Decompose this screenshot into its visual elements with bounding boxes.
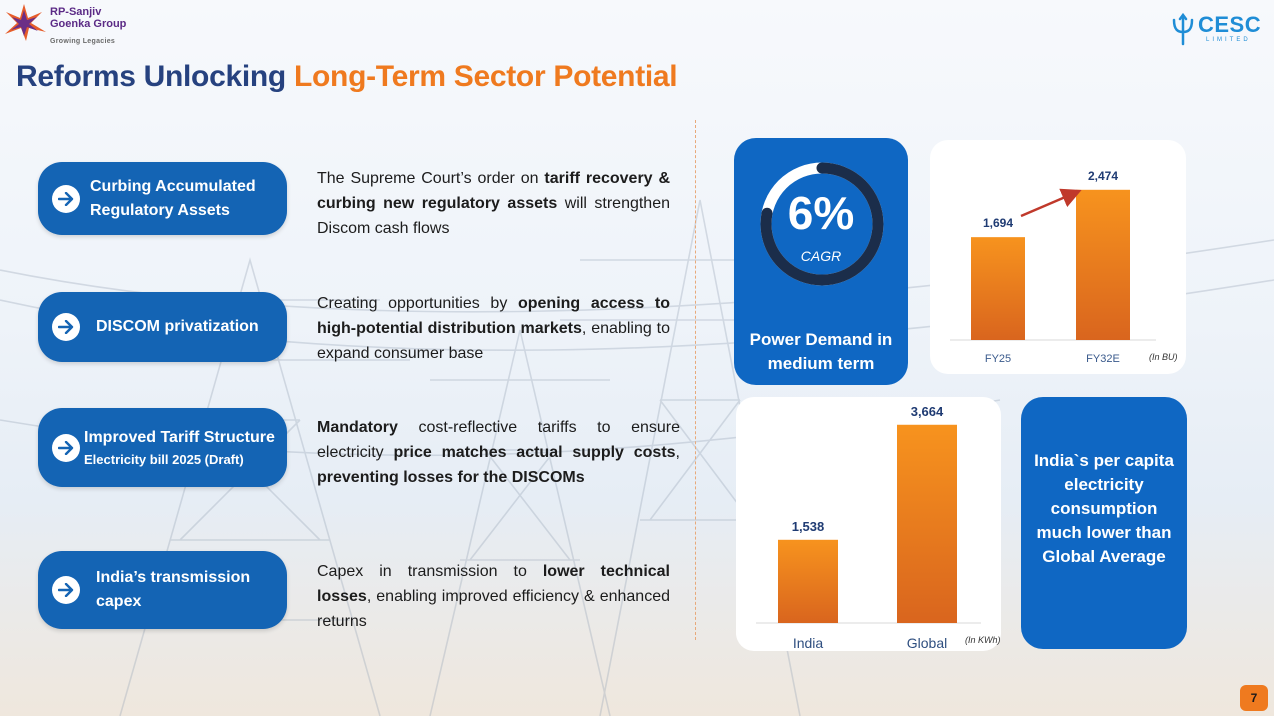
reform-description-transmission-capex: Capex in transmission to lower technical… — [317, 559, 670, 634]
company-suffix: LIMITED — [1206, 37, 1251, 43]
description-text: , — [675, 444, 680, 461]
cesc-logo: CESC LIMITED — [1170, 12, 1266, 48]
description-bold-text: Mandatory — [317, 419, 398, 436]
power-demand-chart-card: 1,694 FY25 2,474 FY32E (In BU) — [930, 140, 1186, 374]
description-text: cost-reflective tariffs to ensure electr… — [317, 419, 680, 461]
bar-fy25 — [971, 237, 1025, 340]
cagr-ring — [760, 162, 884, 286]
per-capita-bar-chart: 1,538 India 3,664 Global — [756, 404, 981, 651]
category-tick-label: Global — [907, 635, 947, 651]
bar-fy32e — [1076, 189, 1130, 340]
reform-pill-transmission-capex: India’s transmission capex — [38, 551, 287, 629]
reform-description-tariff-structure: Mandatory cost-reflective tariffs to ens… — [317, 415, 680, 490]
reform-label: Curbing Accumulated Regulatory Assets — [90, 177, 256, 219]
category-tick-label: India — [793, 635, 824, 651]
trident-icon — [1172, 12, 1194, 46]
description-bold-text: tariff recovery & curbing new regulatory… — [317, 170, 671, 212]
description-bold-text: price matches actual supply costs — [393, 444, 676, 461]
chart-unit-note: (In BU) — [1149, 352, 1178, 362]
description-bold-text: preventing losses for the DISCOMs — [317, 469, 585, 486]
description-text: Creating opportunities by — [317, 295, 518, 312]
arrow-right-icon — [52, 313, 80, 341]
reform-description-discom-privatization: Creating opportunities by opening access… — [317, 291, 670, 366]
per-capita-chart-card: 1,538 India 3,664 Global (In KWh) — [736, 397, 1001, 651]
description-bold-text: lower technical losses — [317, 563, 671, 605]
description-text: will strengthen Discom cash flows — [317, 195, 671, 237]
cagr-label: CAGR — [800, 248, 842, 264]
reform-label: DISCOM privatization — [96, 318, 259, 335]
reform-pill-regulatory-assets: Curbing Accumulated Regulatory Assets — [38, 162, 287, 235]
reform-label: India’s transmission capex — [96, 569, 251, 610]
group-name: RP-Sanjiv Goenka Group — [50, 6, 127, 30]
description-bold-text: opening access to high-potential distrib… — [317, 295, 671, 337]
power-demand-label: Power Demand in medium term — [749, 330, 893, 373]
page-number: 7 — [1240, 685, 1268, 711]
category-tick-label: FY25 — [985, 353, 1011, 365]
title-part-1: Reforms Unlocking — [16, 60, 286, 93]
description-text: The Supreme Court’s order on — [317, 170, 545, 187]
growth-arrow — [1020, 188, 1082, 218]
bar-value-label: 1,538 — [792, 519, 825, 534]
group-tagline: Growing Legacies — [50, 38, 116, 45]
page-title: Reforms Unlocking Long-Term Sector Poten… — [16, 60, 678, 94]
cagr-ring-fill — [760, 162, 884, 286]
bar-global — [897, 424, 957, 623]
power-demand-card: 6% CAGR Power Demand in medium term — [734, 138, 908, 385]
description-text: Capex in transmission to — [317, 563, 543, 580]
reform-description-regulatory-assets: The Supreme Court’s order on tariff reco… — [317, 166, 670, 241]
per-capita-note-card: India`s per capita electricity consumpti… — [1021, 397, 1187, 649]
dashed-divider — [695, 120, 696, 640]
reform-sublabel: Electricity bill 2025 (Draft) — [84, 451, 244, 467]
arrow-right-icon — [52, 433, 80, 462]
reform-pill-discom-privatization: DISCOM privatization — [38, 292, 287, 362]
arrow-right-icon — [52, 184, 80, 213]
chart-unit-note: (In KWh) — [965, 635, 1001, 645]
reform-pill-tariff-structure: Improved Tariff Structure Electricity bi… — [38, 408, 287, 487]
reform-label: Improved Tariff Structure — [84, 428, 275, 446]
power-demand-bar-chart: 1,694 FY25 2,474 FY32E — [950, 169, 1156, 365]
arrow-right-icon — [52, 576, 80, 604]
cagr-value: 6% — [787, 187, 855, 239]
group-star-icon — [5, 4, 46, 41]
bar-value-label: 1,694 — [983, 216, 1013, 230]
description-text: , enabling improved efficiency & enhance… — [317, 588, 670, 630]
description-text: , enabling to expand consumer base — [317, 320, 670, 362]
bar-value-label: 2,474 — [1088, 169, 1118, 183]
company-name: CESC — [1198, 12, 1262, 37]
bar-india — [778, 539, 838, 623]
rp-sanjiv-goenka-logo: RP-Sanjiv Goenka Group Growing Legacies — [2, 2, 142, 48]
category-tick-label: FY32E — [1086, 353, 1120, 365]
per-capita-note: India`s per capita electricity consumpti… — [1034, 451, 1174, 566]
title-part-2: Long-Term Sector Potential — [294, 60, 678, 93]
bar-value-label: 3,664 — [911, 404, 944, 419]
